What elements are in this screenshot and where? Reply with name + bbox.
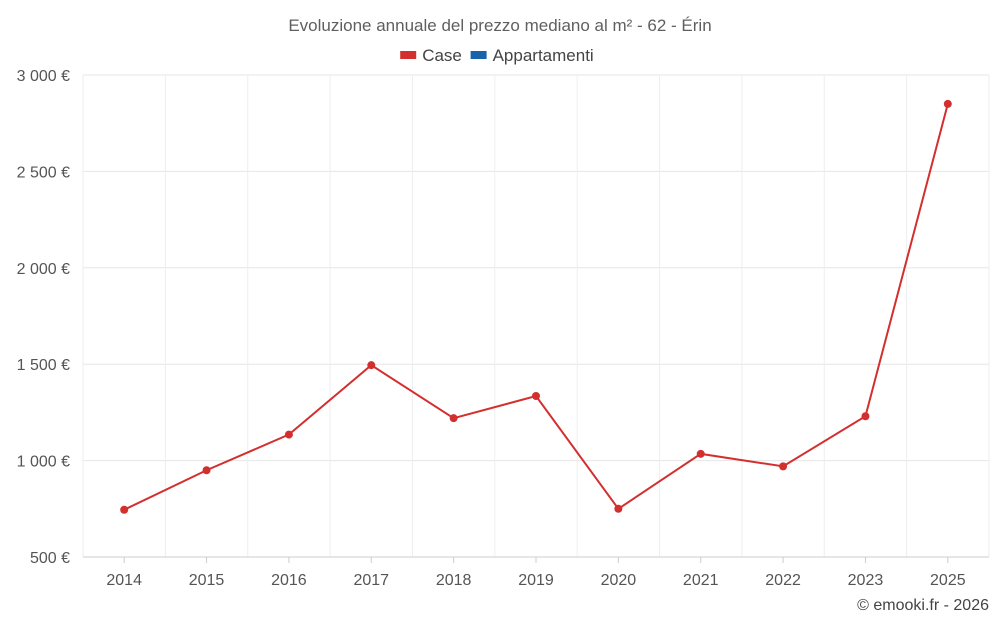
data-point[interactable] [532,392,540,401]
x-tick-label: 2025 [930,572,966,589]
data-point[interactable] [696,449,705,458]
legend-swatch [470,51,487,59]
x-tick-label: 2019 [518,572,554,589]
y-tick-label: 1 000 € [17,454,70,471]
y-tick-label: 2 000 € [17,261,70,278]
legend-item-appartamenti[interactable]: Appartamenti [470,46,594,65]
data-point[interactable] [614,504,623,513]
x-tick-label: 2014 [106,572,142,589]
x-tick-label: 2021 [683,572,719,589]
legend-label: Appartamenti [493,46,594,65]
x-axis: 2014 2015 2016 2017 2018 2019 2020 2021 2022 2023… [83,556,989,589]
legend-swatch [400,51,417,59]
series-layer [120,99,952,514]
x-tick-label: 2016 [271,572,307,589]
data-point[interactable] [284,430,293,439]
x-tick-label: 2017 [353,572,389,589]
y-tick-label: 500 € [30,550,70,567]
x-tick-label: 2022 [765,572,801,589]
data-point[interactable] [120,505,129,514]
y-axis: 500 € 1 000 € 1 500 € 2 000 € 2 500 € 3 000 € [17,68,70,567]
data-point[interactable] [449,414,458,423]
x-tick-label: 2015 [189,572,225,589]
data-point[interactable] [943,99,952,108]
chart-title: Evoluzione annuale del prezzo mediano al… [288,16,711,35]
data-point[interactable] [367,361,376,370]
credit-text: © emooki.fr - 2026 [857,597,989,614]
data-point[interactable] [202,466,211,475]
data-point[interactable] [779,462,788,471]
y-tick-label: 2 500 € [17,164,70,181]
data-point[interactable] [861,412,870,421]
x-tick-label: 2018 [436,572,472,589]
legend: Case Appartamenti [400,46,594,65]
legend-label: Case [422,46,462,65]
legend-item-case[interactable]: Case [400,46,462,65]
y-tick-label: 1 500 € [17,357,70,374]
x-tick-label: 2020 [601,572,637,589]
x-tick-label: 2023 [848,572,884,589]
grid [82,74,990,558]
y-tick-label: 3 000 € [17,68,70,85]
